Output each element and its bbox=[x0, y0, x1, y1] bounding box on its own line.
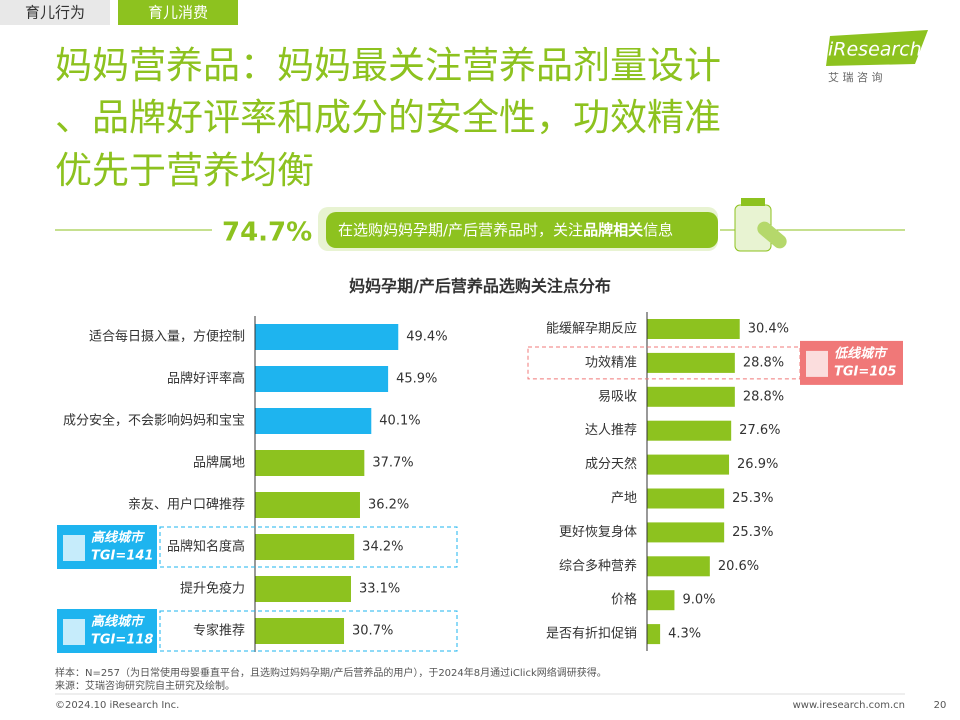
tab-bg bbox=[118, 0, 238, 25]
pill-icon bbox=[757, 221, 787, 249]
bar bbox=[647, 319, 740, 339]
note: 样本：N=257（为日常使用母婴垂直平台，且选购过妈妈孕期/产后营养品的用户），… bbox=[55, 666, 607, 679]
bar bbox=[647, 454, 730, 475]
title-line: 优先于营养均衡 bbox=[55, 149, 314, 192]
note: 来源：艾瑞咨询研究院自主研究及绘制。 bbox=[55, 679, 235, 692]
highlight-box bbox=[159, 526, 458, 568]
banner-value: 74.7% bbox=[222, 218, 312, 248]
category-label: 亲友、用户口碑推荐 bbox=[128, 497, 245, 513]
title-line: 、品牌好评率和成分的安全性，功效精准 bbox=[55, 96, 721, 139]
category-label: 是否有折扣促销 bbox=[546, 627, 637, 642]
category-label: 达人推荐 bbox=[585, 423, 637, 438]
value-label: 40.1% bbox=[379, 414, 420, 429]
tab-bg bbox=[0, 0, 110, 25]
chart-title: 妈妈孕期/产后营养品选购关注点分布 bbox=[349, 277, 611, 296]
banner-text: 在选购妈妈孕期/产后营养品时，关注品牌相关信息 bbox=[338, 221, 673, 239]
bottle-cap bbox=[741, 198, 765, 206]
value-label: 30.7% bbox=[352, 624, 393, 639]
copyright: ©2024.10 iResearch Inc. bbox=[55, 700, 179, 711]
category-label: 产地 bbox=[611, 491, 637, 506]
category-label: 提升免疫力 bbox=[180, 581, 245, 597]
logo: iResearch bbox=[828, 39, 922, 61]
value-label: 25.3% bbox=[732, 491, 773, 506]
bar bbox=[647, 556, 710, 577]
highlight-box bbox=[159, 610, 458, 652]
bar bbox=[647, 386, 735, 407]
badge-icon bbox=[806, 350, 828, 377]
title-line: 妈妈营养品：妈妈最关注营养品剂量设计 bbox=[55, 44, 721, 87]
value-label: 20.6% bbox=[718, 559, 759, 574]
page-number: 20 bbox=[934, 700, 947, 711]
badge-label: 高线城市 bbox=[91, 530, 145, 546]
value-label: 36.2% bbox=[368, 498, 409, 513]
banner-bold: 品牌相关 bbox=[583, 221, 643, 239]
value-label: 28.8% bbox=[743, 355, 784, 370]
badge-label: 高线城市 bbox=[91, 614, 145, 630]
bar bbox=[647, 488, 725, 509]
value-label: 27.6% bbox=[739, 423, 780, 438]
category-label: 成分安全，不会影响妈妈和宝宝 bbox=[63, 413, 245, 429]
value-label: 25.3% bbox=[732, 525, 773, 540]
bar bbox=[255, 492, 360, 518]
category-label: 品牌好评率高 bbox=[167, 371, 245, 387]
category-label: 更好恢复身体 bbox=[559, 524, 637, 540]
bar bbox=[647, 590, 675, 611]
category-label: 价格 bbox=[611, 592, 637, 608]
bar bbox=[255, 576, 351, 602]
value-label: 28.8% bbox=[743, 389, 784, 404]
bar bbox=[647, 624, 661, 645]
value-label: 26.9% bbox=[737, 457, 778, 472]
category-label: 适合每日摄入量，方便控制 bbox=[89, 329, 245, 345]
logo-bg bbox=[826, 30, 928, 66]
category-label: 能缓解孕期反应 bbox=[546, 321, 637, 337]
category-label: 功效精准 bbox=[585, 355, 637, 370]
badge-tgi: TGI=141 bbox=[91, 549, 153, 564]
category-label: 成分天然 bbox=[585, 456, 637, 472]
badge-tgi: TGI=105 bbox=[834, 364, 896, 379]
category-label: 品牌属地 bbox=[193, 455, 245, 471]
value-label: 30.4% bbox=[748, 322, 789, 337]
url: www.iresearch.com.cn bbox=[793, 700, 905, 711]
value-label: 33.1% bbox=[359, 582, 400, 597]
tab: 育儿消费 bbox=[148, 4, 208, 22]
value-label: 49.4% bbox=[406, 330, 447, 345]
badge-label: 低线城市 bbox=[834, 345, 888, 361]
bar bbox=[255, 408, 372, 434]
bar bbox=[255, 450, 365, 476]
bar bbox=[647, 522, 725, 543]
category-label: 专家推荐 bbox=[193, 623, 245, 639]
bar bbox=[255, 618, 345, 644]
badge-icon bbox=[63, 535, 85, 561]
value-label: 37.7% bbox=[372, 456, 413, 471]
banner-text: 信息 bbox=[643, 221, 673, 239]
category-label: 品牌知名度高 bbox=[167, 539, 245, 555]
value-label: 34.2% bbox=[362, 540, 403, 555]
pill bbox=[326, 212, 718, 248]
category-label: 综合多种营养 bbox=[559, 558, 637, 574]
value-label: 4.3% bbox=[668, 627, 701, 642]
badge-tgi: TGI=118 bbox=[91, 633, 153, 648]
bar bbox=[647, 352, 735, 373]
bar bbox=[255, 324, 399, 350]
tab: 育儿行为 bbox=[25, 4, 85, 22]
bar bbox=[255, 534, 355, 560]
banner-text: 在选购妈妈孕期/产后营养品时，关注 bbox=[338, 221, 583, 239]
badge-icon bbox=[63, 619, 85, 645]
value-label: 9.0% bbox=[682, 593, 715, 608]
category-label: 易吸收 bbox=[598, 389, 637, 404]
bar bbox=[647, 420, 732, 441]
logo-cn: 艾 瑞 咨 询 bbox=[828, 70, 883, 84]
value-label: 45.9% bbox=[396, 372, 437, 387]
bar bbox=[255, 366, 389, 392]
